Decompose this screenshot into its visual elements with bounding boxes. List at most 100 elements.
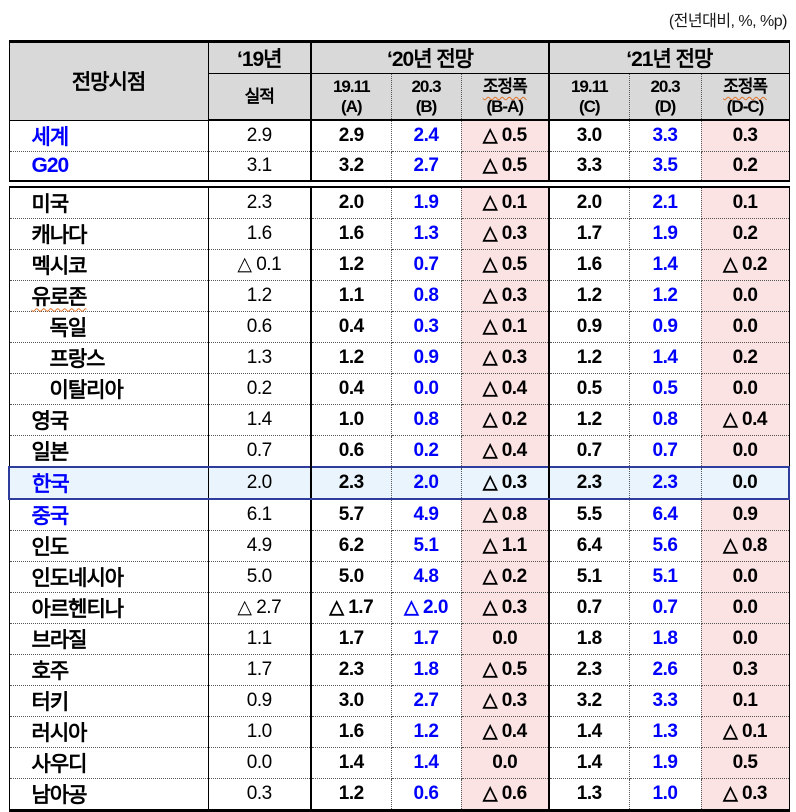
value-cell: 0.3 [701, 120, 790, 152]
value-cell: △ 0.3 [461, 280, 551, 312]
value-cell: 4.8 [391, 561, 462, 593]
country-cell: 미국 [8, 186, 209, 219]
value-cell: 0.2 [701, 218, 790, 250]
value-cell: 1.4 [311, 747, 392, 779]
country-cell: 중국 [8, 498, 209, 531]
value-cell: 4.9 [391, 498, 462, 531]
value-cell: 1.2 [629, 280, 702, 312]
value-cell: 3.2 [549, 685, 630, 717]
value-cell: 0.9 [629, 311, 702, 343]
value-cell: 0.0 [461, 623, 551, 655]
country-cell: 남아공 [8, 778, 209, 812]
country-label: 일본 [31, 440, 70, 464]
units-caption: (전년대비, %, %p) [668, 13, 788, 30]
corner-header: 전망시점 [8, 40, 209, 121]
country-label: 호주 [31, 659, 70, 683]
value-cell: 0.0 [701, 280, 790, 312]
table-row: 캐나다 1.6 1.6 1.3 △ 0.3 1.7 1.9 0.2 [8, 218, 790, 250]
value-cell: 3.5 [629, 151, 702, 181]
value-cell: △ 0.2 [461, 404, 551, 436]
value-cell: 1.7 [549, 218, 630, 250]
country-label: 이탈리아 [49, 378, 124, 402]
value-cell: △ 0.4 [701, 404, 790, 436]
value-cell: 0.4 [311, 373, 392, 405]
value-cell: 0.5 [549, 373, 630, 405]
table-row: 이탈리아 0.2 0.4 0.0 △ 0.4 0.5 0.5 0.0 [8, 373, 790, 405]
country-cell: 터키 [8, 685, 209, 717]
col-subheader: 20.3 (B) [391, 73, 462, 121]
col-group-header: ‘19년 [208, 40, 312, 74]
value-cell: 2.9 [311, 120, 392, 152]
value-cell: 1.9 [629, 747, 702, 779]
value-cell: △ 0.3 [461, 342, 551, 374]
col-subheader-line2: (A) [340, 96, 363, 116]
value-cell: 1.1 [208, 623, 312, 655]
table-row: 세계 2.9 2.9 2.4 △ 0.5 3.0 3.3 0.3 [8, 120, 790, 152]
value-cell: 1.8 [549, 623, 630, 655]
value-cell: △ 1.1 [461, 530, 551, 562]
col-subheader: 19.11 (C) [549, 73, 630, 121]
value-cell: 1.6 [311, 716, 392, 748]
col-subheader-line1: 조정폭 [482, 76, 528, 96]
value-cell: 1.4 [629, 342, 702, 374]
value-cell: 0.7 [549, 592, 630, 624]
value-cell: △ 0.6 [461, 778, 551, 812]
value-cell: 0.3 [391, 311, 462, 343]
value-cell: 2.6 [629, 654, 702, 686]
value-cell: 3.2 [311, 151, 392, 181]
value-cell: 0.6 [208, 311, 312, 343]
value-cell: 0.9 [549, 311, 630, 343]
value-cell: 0.1 [701, 186, 790, 219]
country-cell: 인도네시아 [8, 561, 209, 593]
table-row: 유로존 1.2 1.1 0.8 △ 0.3 1.2 1.2 0.0 [8, 280, 790, 312]
value-cell: 1.0 [208, 716, 312, 748]
value-cell: 0.7 [391, 249, 462, 281]
value-cell: 3.3 [549, 151, 630, 181]
value-cell: △ 0.5 [461, 249, 551, 281]
value-cell: 0.8 [629, 404, 702, 436]
value-cell: △ 0.8 [461, 498, 551, 531]
table-row: 남아공 0.3 1.2 0.6 △ 0.6 1.3 1.0 △ 0.3 [8, 778, 790, 812]
country-label: 프랑스 [49, 347, 106, 371]
value-cell: 0.9 [391, 342, 462, 374]
country-cell: 프랑스 [8, 342, 209, 374]
value-cell: △ 0.4 [461, 716, 551, 748]
value-cell: 0.9 [701, 498, 790, 531]
country-label: 사우디 [31, 752, 88, 776]
col-subheader-line2: (B-A) [486, 96, 524, 116]
value-cell: 0.2 [701, 151, 790, 181]
value-cell: 1.9 [391, 186, 462, 219]
value-cell: 1.2 [311, 778, 392, 812]
col-subheader-line2: (C) [578, 96, 601, 116]
country-cell: 사우디 [8, 747, 209, 779]
value-cell: 0.0 [461, 747, 551, 779]
value-cell: 1.0 [629, 778, 702, 812]
value-cell: △ 2.7 [208, 592, 312, 624]
value-cell: 2.3 [311, 465, 392, 500]
country-label: 한국 [32, 472, 70, 496]
value-cell: 1.4 [549, 747, 630, 779]
value-cell: 0.8 [391, 280, 462, 312]
value-cell: 2.3 [208, 186, 312, 219]
table-row: 독일 0.6 0.4 0.3 △ 0.1 0.9 0.9 0.0 [8, 311, 790, 343]
value-cell: 5.1 [391, 530, 462, 562]
value-cell: 2.3 [311, 654, 392, 686]
value-cell: 5.5 [549, 498, 630, 531]
country-cell: 한국 [8, 465, 209, 500]
country-cell: 유로존 [8, 280, 209, 312]
value-cell: 2.0 [391, 465, 462, 500]
value-cell: 0.6 [391, 778, 462, 812]
country-cell: 독일 [8, 311, 209, 343]
value-cell: 1.4 [208, 404, 312, 436]
col-subheader-line1: 20.3 [411, 76, 441, 96]
value-cell: 1.3 [391, 218, 462, 250]
value-cell: 1.8 [391, 654, 462, 686]
value-cell: 1.2 [311, 342, 392, 374]
value-cell: 3.3 [629, 120, 702, 152]
value-cell: 2.3 [629, 465, 702, 500]
value-cell: 5.6 [629, 530, 702, 562]
value-cell: 6.4 [549, 530, 630, 562]
value-cell: 5.7 [311, 498, 392, 531]
value-cell: 1.4 [629, 249, 702, 281]
table-row: 호주 1.7 2.3 1.8 △ 0.5 2.3 2.6 0.3 [8, 654, 790, 686]
